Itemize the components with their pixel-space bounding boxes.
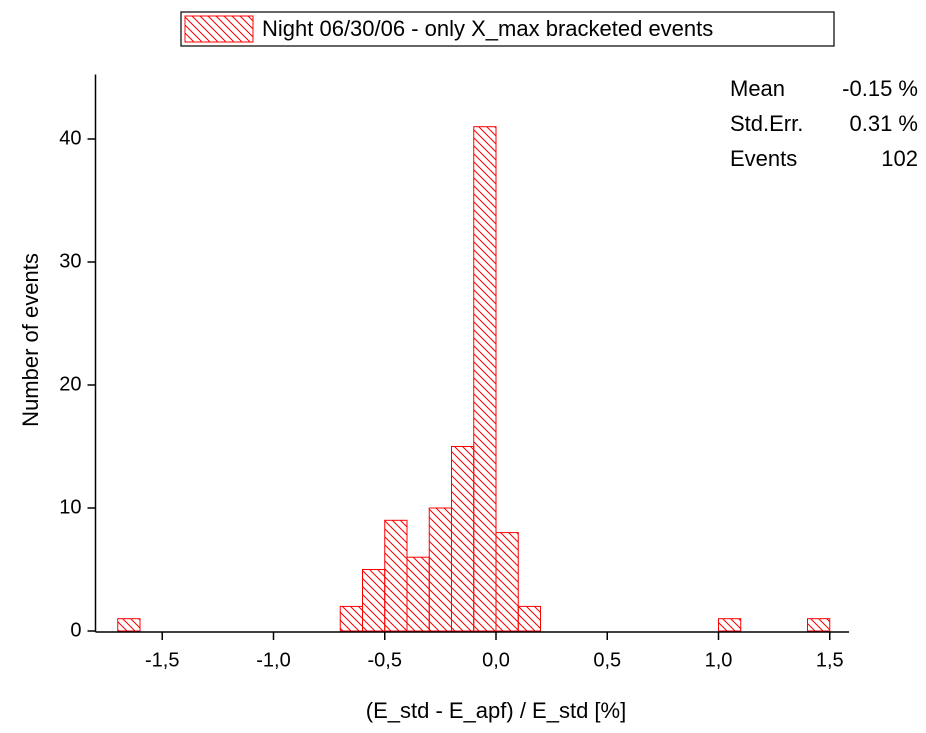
bar — [718, 618, 742, 632]
stat-label: Events — [730, 146, 797, 171]
y-axis-title: Number of events — [18, 253, 43, 427]
x-tick-label: 1,0 — [705, 649, 733, 671]
x-tick-label: -1,5 — [145, 649, 179, 671]
legend-frame — [180, 11, 835, 47]
y-tick-label: 20 — [59, 373, 81, 395]
x-tick-label: 0,5 — [593, 649, 621, 671]
x-tick-label: -1,0 — [256, 649, 290, 671]
y-tick-label: 40 — [59, 127, 81, 149]
x-tick-label: -0,5 — [368, 649, 402, 671]
bar — [362, 569, 386, 632]
stat-value: -0.15 % — [842, 76, 918, 101]
y-tick-label: 10 — [59, 496, 81, 518]
stat-label: Mean — [730, 76, 785, 101]
legend-key — [184, 15, 254, 43]
bar — [517, 605, 541, 632]
stat-value: 102 — [881, 146, 918, 171]
bar — [406, 556, 430, 632]
y-tick-label: 0 — [70, 619, 81, 641]
stat-label: Std.Err. — [730, 111, 803, 136]
legend-label: Night 06/30/06 - only X_max bracketed ev… — [262, 16, 713, 41]
stat-value: 0.31 % — [850, 111, 919, 136]
bar — [807, 618, 831, 632]
x-tick-label: 0,0 — [482, 649, 510, 671]
bar — [117, 618, 141, 632]
bar — [384, 519, 408, 632]
y-tick-label: 30 — [59, 250, 81, 272]
legend: Night 06/30/06 - only X_max bracketed ev… — [180, 11, 835, 47]
x-axis-title: (E_std - E_apf) / E_std [%] — [366, 698, 626, 723]
bar — [495, 532, 519, 632]
bar — [473, 126, 497, 632]
bar — [451, 446, 475, 632]
bar — [428, 507, 452, 632]
bar — [339, 605, 363, 632]
x-tick-label: 1,5 — [816, 649, 844, 671]
